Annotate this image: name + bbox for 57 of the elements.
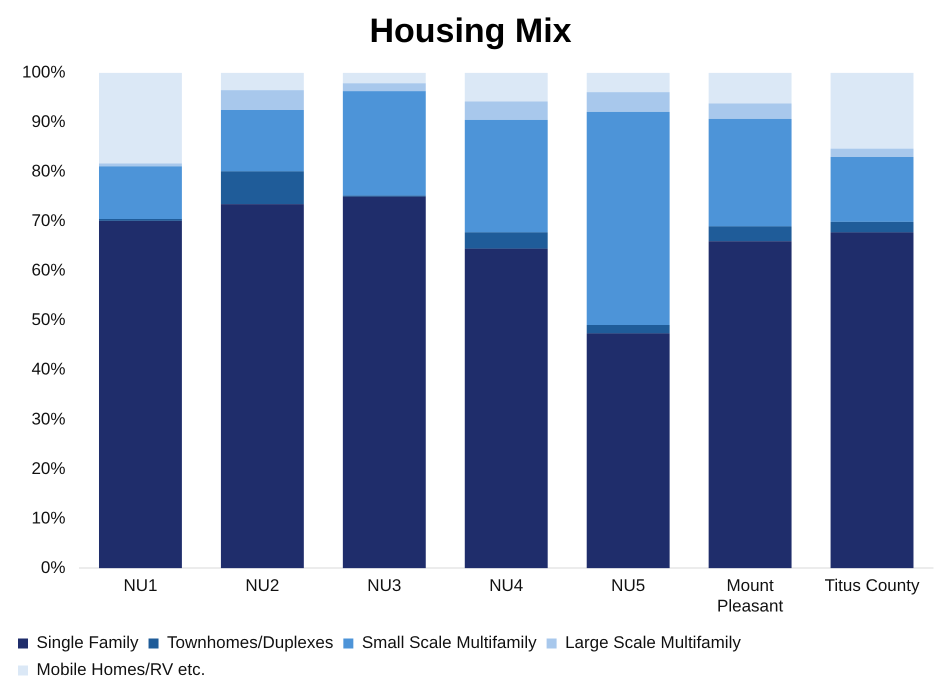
bar (586, 324, 670, 334)
y-tick-label: 60% (31, 260, 66, 280)
bar (586, 72, 670, 92)
y-tick-label: 0% (40, 558, 66, 577)
bar (464, 248, 548, 568)
bar (586, 112, 670, 325)
x-tick-label: NU3 (367, 576, 402, 596)
bar (830, 222, 914, 232)
bar (708, 241, 792, 568)
legend-label: Townhomes/Duplexes (167, 633, 334, 652)
bar (708, 118, 792, 226)
y-tick-label: 50% (31, 310, 66, 330)
y-tick-label: 80% (31, 162, 66, 181)
bar (342, 83, 426, 92)
bar (220, 204, 304, 568)
x-tick-label: Mount Pleasant (717, 576, 784, 616)
x-tick-label: NU4 (489, 576, 524, 596)
x-tick-label: NU5 (611, 576, 646, 596)
bar (708, 72, 792, 104)
chart-title: Housing Mix (369, 12, 572, 50)
y-tick-label: 90% (31, 112, 66, 132)
bar (98, 163, 182, 166)
bar (342, 91, 426, 196)
bar (342, 72, 426, 84)
y-tick-label: 100% (22, 62, 66, 82)
bar (98, 72, 182, 164)
bar (708, 104, 792, 119)
bar (98, 166, 182, 219)
bar (586, 333, 670, 568)
bar (586, 92, 670, 112)
legend-label: Large Scale Multifamily (565, 633, 742, 652)
bar (464, 102, 548, 120)
bar (464, 232, 548, 249)
y-tick-label: 30% (31, 409, 66, 428)
y-tick-label: 70% (31, 211, 66, 230)
bar (830, 232, 914, 568)
x-tick-label: NU1 (123, 576, 158, 596)
y-tick-label: 40% (31, 360, 66, 379)
bar (342, 196, 426, 568)
bar (464, 120, 548, 232)
x-tick-label: Titus County (824, 576, 920, 596)
bar (708, 226, 792, 242)
bar (830, 148, 914, 158)
bar (830, 72, 914, 149)
y-tick-label: 20% (31, 458, 66, 478)
bar (98, 220, 182, 568)
bar (220, 72, 304, 90)
legend-label: Small Scale Multifamily (362, 633, 538, 652)
legend-label: Mobile Homes/RV etc. (36, 660, 206, 680)
legend-label: Single Family (36, 633, 140, 652)
bar (220, 90, 304, 110)
bar (220, 171, 304, 204)
y-tick-label: 10% (31, 508, 66, 528)
bar (830, 157, 914, 222)
x-tick-label: NU2 (245, 576, 280, 596)
bar (464, 72, 548, 102)
bar (220, 110, 304, 172)
